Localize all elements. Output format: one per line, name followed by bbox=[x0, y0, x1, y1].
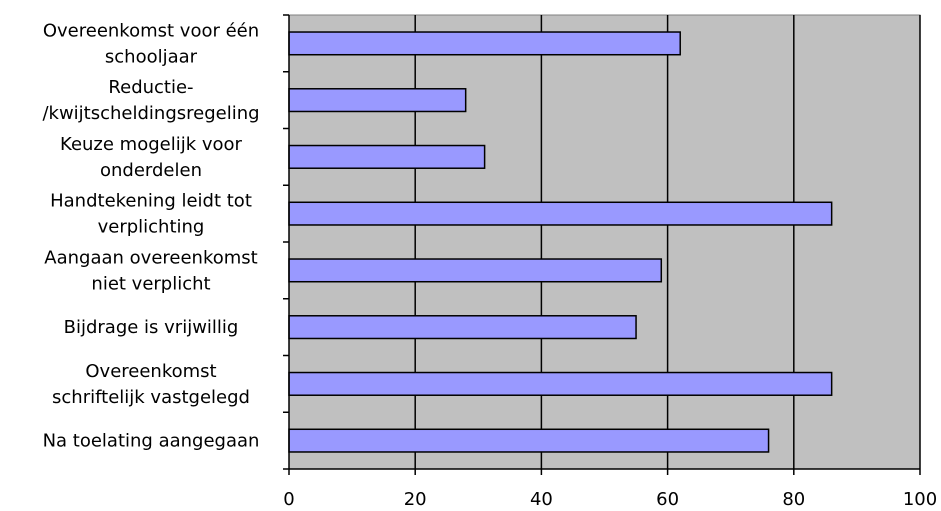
category-label: Handtekening leidt tot verplichting bbox=[50, 191, 252, 238]
bar-3 bbox=[288, 144, 486, 169]
category-labels: Overeenkomst voor één schooljaar Reductie-… bbox=[42, 20, 259, 451]
bar-8 bbox=[288, 428, 770, 453]
category-label-line: Handtekening leidt tot bbox=[50, 191, 252, 212]
x-tick-label: 60 bbox=[656, 489, 679, 510]
category-label-line: Na toelating aangegaan bbox=[43, 431, 260, 452]
x-axis-ticks bbox=[288, 468, 921, 475]
category-label: Reductie- /kwijtscheldingsregeling bbox=[42, 77, 259, 124]
category-label-line: schriftelijk vastgelegd bbox=[52, 387, 250, 408]
bar-6 bbox=[288, 315, 637, 340]
category-label: Aangaan overeenkomst niet verplicht bbox=[44, 247, 257, 294]
x-tick-label: 100 bbox=[903, 489, 937, 510]
bar-4 bbox=[288, 201, 833, 226]
bar-1 bbox=[288, 31, 681, 56]
category-label-line: onderdelen bbox=[100, 160, 202, 181]
x-tick-labels: 0 20 40 60 80 100 bbox=[283, 489, 937, 510]
category-label-line: Overeenkomst bbox=[85, 361, 216, 382]
category-label-line: schooljaar bbox=[105, 46, 198, 67]
x-tick-label: 40 bbox=[530, 489, 553, 510]
category-label-line: Reductie- bbox=[108, 77, 193, 98]
category-label: Bijdrage is vrijwillig bbox=[64, 317, 239, 338]
category-label-line: verplichting bbox=[98, 217, 205, 238]
category-label-line: Aangaan overeenkomst bbox=[44, 247, 257, 268]
x-tick-label: 0 bbox=[283, 489, 294, 510]
category-label-line: Bijdrage is vrijwillig bbox=[64, 317, 239, 338]
category-label-line: /kwijtscheldingsregeling bbox=[42, 103, 259, 124]
bars bbox=[288, 31, 833, 453]
plot-area bbox=[288, 14, 921, 470]
bar-2 bbox=[288, 88, 467, 113]
y-axis-ticks bbox=[283, 14, 289, 470]
x-tick-label: 80 bbox=[782, 489, 805, 510]
category-label: Overeenkomst voor één schooljaar bbox=[43, 20, 259, 67]
x-tick-label: 20 bbox=[404, 489, 427, 510]
bar-7 bbox=[288, 371, 833, 396]
category-label: Overeenkomst schriftelijk vastgelegd bbox=[52, 361, 250, 408]
bar-5 bbox=[288, 258, 663, 283]
category-label-line: Overeenkomst voor één bbox=[43, 20, 259, 41]
category-label: Na toelating aangegaan bbox=[43, 431, 260, 452]
category-label: Keuze mogelijk voor onderdelen bbox=[60, 134, 243, 181]
category-label-line: niet verplicht bbox=[91, 273, 210, 294]
category-label-line: Keuze mogelijk voor bbox=[60, 134, 243, 155]
